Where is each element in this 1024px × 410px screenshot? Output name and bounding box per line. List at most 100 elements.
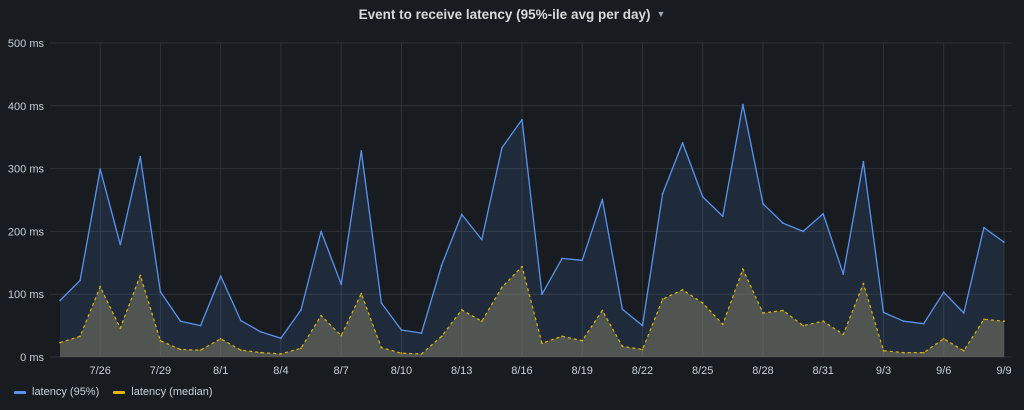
data-point-median bbox=[762, 312, 764, 314]
data-point-p95 bbox=[280, 337, 282, 340]
data-point-p95 bbox=[79, 279, 81, 282]
data-point-p95 bbox=[742, 103, 744, 106]
data-point-p95 bbox=[1003, 241, 1005, 244]
data-point-median bbox=[119, 327, 122, 329]
data-point-median bbox=[902, 351, 905, 354]
data-point-p95 bbox=[641, 324, 644, 327]
data-point-median bbox=[882, 349, 885, 352]
data-point-median bbox=[962, 349, 965, 352]
data-point-median bbox=[219, 337, 222, 340]
data-point-median bbox=[360, 292, 363, 295]
y-tick-label: 200 ms bbox=[8, 226, 45, 238]
data-point-p95 bbox=[179, 320, 182, 323]
data-point-median bbox=[822, 320, 825, 323]
latency-chart: 0 ms 100 ms 200 ms 300 ms 400 ms 500 ms 7/26 7/… bbox=[8, 38, 1012, 377]
data-point-median bbox=[99, 285, 102, 288]
data-point-median bbox=[501, 286, 503, 289]
data-point-median bbox=[942, 337, 945, 340]
data-point-p95 bbox=[420, 332, 423, 334]
data-point-p95 bbox=[983, 226, 985, 229]
x-tick-label: 8/28 bbox=[752, 365, 773, 377]
chevron-down-icon[interactable]: ▼ bbox=[656, 9, 666, 19]
data-point-median bbox=[280, 353, 282, 355]
data-point-p95 bbox=[59, 299, 61, 302]
data-point-median bbox=[601, 309, 604, 312]
legend-swatch-p95 bbox=[14, 390, 26, 394]
data-point-median bbox=[320, 314, 322, 317]
data-point-median bbox=[300, 347, 302, 350]
data-point-p95 bbox=[521, 118, 523, 121]
x-tick-label: 8/10 bbox=[391, 365, 412, 377]
data-point-p95 bbox=[922, 322, 925, 325]
x-tick-label: 8/25 bbox=[692, 365, 713, 377]
legend-label-median: latency (median) bbox=[131, 386, 213, 398]
x-tick-label: 8/16 bbox=[511, 365, 532, 377]
data-point-median bbox=[79, 335, 81, 338]
x-tick-label: 9/3 bbox=[876, 365, 891, 377]
x-tick-label: 7/29 bbox=[150, 365, 171, 377]
data-point-median bbox=[581, 339, 584, 342]
data-point-p95 bbox=[139, 155, 142, 158]
data-point-median bbox=[139, 274, 142, 277]
data-point-p95 bbox=[360, 150, 363, 152]
data-point-p95 bbox=[501, 147, 503, 149]
data-point-p95 bbox=[219, 275, 222, 277]
data-point-p95 bbox=[962, 312, 965, 314]
data-point-p95 bbox=[681, 142, 684, 144]
data-point-p95 bbox=[842, 273, 845, 275]
y-tick-label: 0 ms bbox=[20, 352, 44, 364]
data-point-p95 bbox=[621, 308, 624, 311]
x-tick-label: 8/7 bbox=[334, 365, 349, 377]
data-point-p95 bbox=[199, 324, 202, 327]
x-tick-label: 8/1 bbox=[213, 365, 228, 377]
data-point-p95 bbox=[762, 202, 764, 205]
data-point-p95 bbox=[782, 222, 784, 225]
y-tick-label: 400 ms bbox=[8, 101, 45, 113]
data-point-median bbox=[400, 352, 403, 355]
y-tick-label: 300 ms bbox=[8, 164, 45, 176]
data-point-median bbox=[621, 345, 624, 348]
data-point-median bbox=[239, 349, 242, 351]
series-line-median bbox=[59, 266, 1005, 355]
data-point-median bbox=[842, 333, 845, 336]
legend-item-p95[interactable]: latency (95%) bbox=[14, 386, 99, 398]
data-point-p95 bbox=[882, 311, 885, 314]
legend-item-median[interactable]: latency (median) bbox=[113, 386, 213, 398]
data-point-median bbox=[199, 349, 202, 351]
data-point-p95 bbox=[541, 293, 543, 296]
legend: latency (95%) latency (median) bbox=[14, 386, 213, 398]
data-point-median bbox=[681, 288, 684, 291]
data-point-p95 bbox=[480, 238, 483, 241]
panel-title-menu[interactable]: Event to receive latency (95%-ile avg pe… bbox=[359, 7, 666, 22]
data-point-p95 bbox=[320, 230, 322, 233]
x-tick-label: 8/22 bbox=[632, 365, 653, 377]
data-point-median bbox=[561, 335, 563, 338]
data-point-median bbox=[641, 348, 644, 351]
data-point-p95 bbox=[159, 290, 162, 293]
data-point-p95 bbox=[460, 213, 463, 216]
data-point-median bbox=[802, 324, 804, 327]
data-point-p95 bbox=[822, 212, 825, 215]
x-tick-label: 8/19 bbox=[572, 365, 593, 377]
data-point-p95 bbox=[601, 198, 604, 201]
series-line-p95 bbox=[59, 103, 1005, 339]
data-point-median bbox=[380, 346, 383, 349]
data-point-p95 bbox=[239, 319, 242, 322]
series-area-median bbox=[60, 266, 1004, 357]
data-point-p95 bbox=[701, 196, 704, 198]
data-point-median bbox=[782, 309, 784, 312]
x-tick-label: 7/26 bbox=[89, 365, 110, 377]
data-point-median bbox=[721, 323, 724, 326]
data-point-median bbox=[983, 318, 985, 321]
data-point-median bbox=[862, 282, 865, 285]
data-point-p95 bbox=[300, 309, 302, 311]
legend-label-p95: latency (95%) bbox=[32, 386, 100, 398]
data-point-median bbox=[521, 265, 523, 268]
data-point-p95 bbox=[902, 320, 905, 323]
data-point-median bbox=[460, 309, 463, 311]
data-point-median bbox=[661, 298, 664, 301]
data-point-p95 bbox=[440, 264, 443, 267]
data-point-p95 bbox=[581, 259, 584, 262]
data-point-p95 bbox=[802, 230, 804, 233]
data-point-median bbox=[440, 335, 443, 338]
